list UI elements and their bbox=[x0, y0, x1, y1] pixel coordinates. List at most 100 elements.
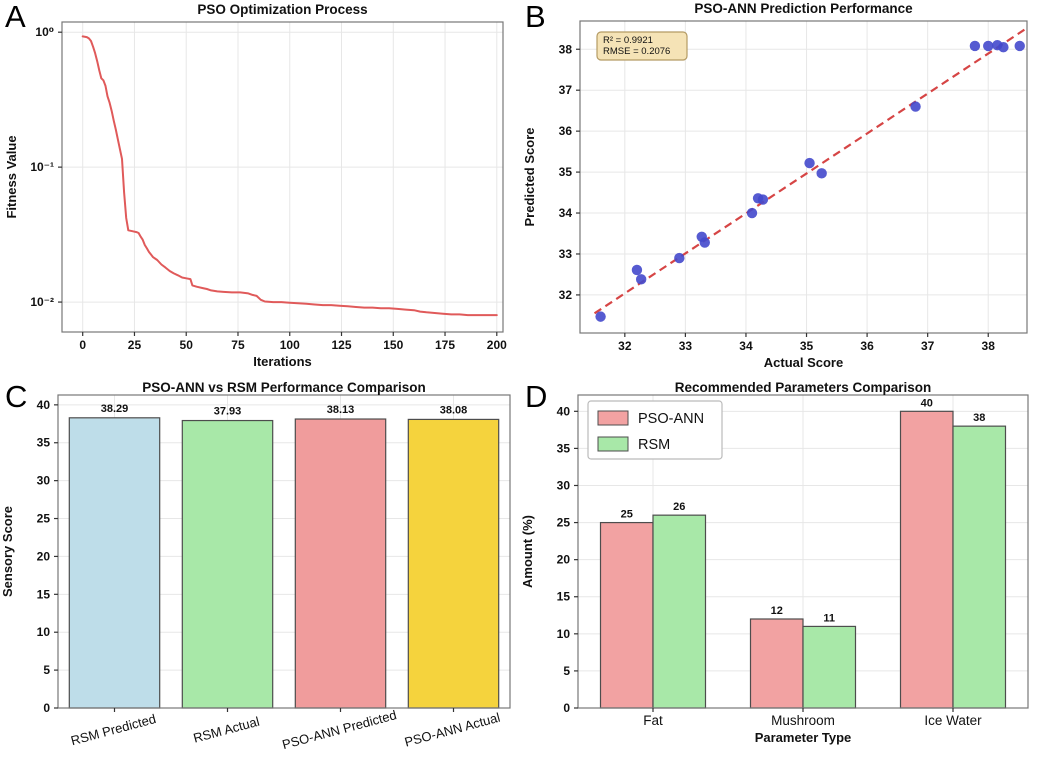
scatter-point bbox=[635, 274, 647, 285]
chart-title: PSO-ANN Prediction Performance bbox=[694, 1, 913, 16]
y-tick-label: 15 bbox=[557, 590, 571, 604]
x-tick-label: 50 bbox=[180, 338, 194, 352]
metrics-annotation-box bbox=[596, 31, 688, 61]
bar-value-label: 11 bbox=[823, 612, 835, 624]
plot-frame bbox=[57, 394, 511, 709]
x-tick-label: 33 bbox=[679, 339, 693, 353]
y-tick-label: 25 bbox=[557, 516, 571, 530]
bar-value-label: 25 bbox=[621, 509, 633, 521]
scatter-point bbox=[757, 194, 769, 205]
performance-comparison-bar-chart: 38.29 37.93 38.13 38.08 RSM Predicted RSM Act… bbox=[0, 380, 511, 752]
y-tick-label: 10⁻² bbox=[30, 295, 54, 309]
x-category-label: RSM Predicted bbox=[69, 711, 157, 748]
bar-pso-ann-fat bbox=[599, 521, 654, 709]
y-tick-label: 30 bbox=[557, 478, 571, 492]
y-axis-label: Amount (%) bbox=[520, 515, 535, 588]
plot-background bbox=[580, 21, 1027, 333]
x-tick-label: 0 bbox=[79, 338, 86, 352]
y-tick-label: 33 bbox=[559, 247, 573, 261]
x-tick-label: 100 bbox=[280, 338, 300, 352]
x-axis-label: Parameter Type bbox=[755, 730, 852, 745]
bar-pso-ann-actual bbox=[407, 418, 500, 709]
y-tick-label: 35 bbox=[557, 441, 571, 455]
y-tick-label: 10 bbox=[37, 625, 51, 639]
bar-rsm-ice-water bbox=[952, 425, 1007, 709]
scatter-point bbox=[595, 311, 606, 322]
chart-title: PSO Optimization Process bbox=[197, 2, 367, 17]
panel-b-letter: B bbox=[525, 0, 546, 34]
y-tick-label: 20 bbox=[37, 549, 51, 563]
y-tick-label: 0 bbox=[563, 701, 570, 715]
bar-rsm-fat bbox=[652, 514, 707, 709]
bar-value-label: 37.93 bbox=[214, 406, 242, 418]
scatter-point bbox=[998, 42, 1009, 53]
scatter-point bbox=[674, 252, 685, 264]
y-tick-label: 5 bbox=[43, 663, 50, 677]
panel-b: B R² = 0.9921 RMSE = 0.2076 32 33 34 35 36 37 38… bbox=[520, 0, 1041, 380]
bar-pso-ann-mushroom bbox=[749, 618, 804, 709]
plot-frame bbox=[61, 21, 504, 333]
x-category-label: Ice Water bbox=[924, 713, 982, 728]
x-axis-label: Actual Score bbox=[764, 355, 843, 370]
y-tick-label: 35 bbox=[37, 436, 51, 450]
regression-line bbox=[593, 28, 1026, 315]
x-tick-label: 38 bbox=[982, 339, 996, 353]
y-tick-label: 30 bbox=[37, 474, 51, 488]
y-tick-label: 36 bbox=[559, 124, 573, 138]
r-squared-value: R² = 0.9921 bbox=[603, 35, 653, 46]
legend-swatch-rsm bbox=[597, 436, 629, 452]
x-tick-label: 175 bbox=[435, 338, 455, 352]
recommended-parameters-grouped-bar-chart: 25 12 40 26 11 38 PSO-ANN RSM Fat Mushroom Ice Wat… bbox=[520, 380, 1029, 745]
bar-value-label: 12 bbox=[771, 605, 783, 617]
x-tick-label: 37 bbox=[921, 339, 935, 353]
panel-a: A 0 25 50 75 100 125 150 175 200 10⁰ 10⁻¹ 10⁻² PSO O… bbox=[0, 0, 520, 380]
y-tick-label: 5 bbox=[563, 664, 570, 678]
plot-frame bbox=[579, 20, 1028, 334]
bar-value-label: 38 bbox=[973, 412, 985, 424]
panel-c: C 38.29 37.93 38.13 38.08 RSM Predicted RSM A… bbox=[0, 380, 520, 767]
fitness-curve bbox=[81, 35, 498, 317]
panel-c-letter: C bbox=[5, 379, 28, 414]
x-tick-label: 25 bbox=[128, 338, 142, 352]
rmse-value: RMSE = 0.2076 bbox=[603, 46, 670, 57]
x-tick-label: 32 bbox=[618, 339, 632, 353]
scatter-point bbox=[983, 40, 994, 52]
x-tick-label: 36 bbox=[860, 339, 874, 353]
scatter-point bbox=[910, 101, 921, 112]
panel-d: D 25 12 40 26 11 38 PSO-ANN RSM Fat Mushroom Ice W… bbox=[520, 380, 1041, 767]
y-tick-label: 20 bbox=[557, 553, 571, 567]
legend-label-pso-ann: PSO-ANN bbox=[638, 411, 704, 427]
y-tick-label: 15 bbox=[37, 587, 51, 601]
x-category-label: Fat bbox=[643, 713, 663, 728]
plot-background bbox=[62, 22, 503, 332]
scatter-point bbox=[631, 264, 643, 276]
scatter-point bbox=[804, 157, 815, 169]
y-tick-label: 10 bbox=[557, 627, 571, 641]
scatter-point bbox=[969, 40, 981, 52]
y-tick-label: 25 bbox=[37, 512, 51, 526]
x-tick-label: 35 bbox=[800, 339, 814, 353]
x-tick-label: 34 bbox=[739, 339, 753, 353]
x-tick-label: 200 bbox=[487, 338, 507, 352]
bar-pso-ann-predicted bbox=[294, 418, 387, 709]
y-tick-label: 35 bbox=[559, 165, 573, 179]
legend-label-rsm: RSM bbox=[638, 437, 670, 453]
pso-optimization-line-chart: 0 25 50 75 100 125 150 175 200 10⁰ 10⁻¹ 10⁻² PSO Opt… bbox=[4, 2, 507, 369]
y-tick-label: 40 bbox=[557, 404, 571, 418]
x-category-label: Mushroom bbox=[771, 713, 835, 728]
scatter-point bbox=[746, 207, 758, 219]
y-tick-label: 0 bbox=[43, 701, 50, 715]
y-tick-label: 10⁻¹ bbox=[30, 160, 54, 174]
bar-rsm-mushroom bbox=[802, 625, 857, 709]
scatter-point bbox=[1014, 40, 1025, 52]
x-tick-label: 125 bbox=[331, 338, 351, 352]
chart-title: Recommended Parameters Comparison bbox=[675, 380, 932, 395]
y-tick-label: 38 bbox=[559, 42, 573, 56]
scatter-point bbox=[699, 237, 710, 248]
chart-title: PSO-ANN vs RSM Performance Comparison bbox=[142, 380, 426, 395]
x-tick-label: 75 bbox=[231, 338, 245, 352]
x-axis-label: Iterations bbox=[253, 354, 312, 369]
y-axis-label: Sensory Score bbox=[0, 506, 15, 597]
